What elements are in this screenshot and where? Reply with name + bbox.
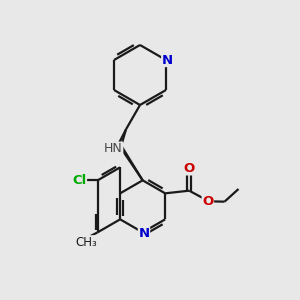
Text: N: N [162,53,173,67]
Text: Cl: Cl [72,174,86,187]
Text: O: O [202,195,214,208]
Text: N: N [138,227,150,240]
Text: O: O [184,162,195,175]
Text: CH₃: CH₃ [75,236,97,248]
Text: HN: HN [104,142,123,155]
